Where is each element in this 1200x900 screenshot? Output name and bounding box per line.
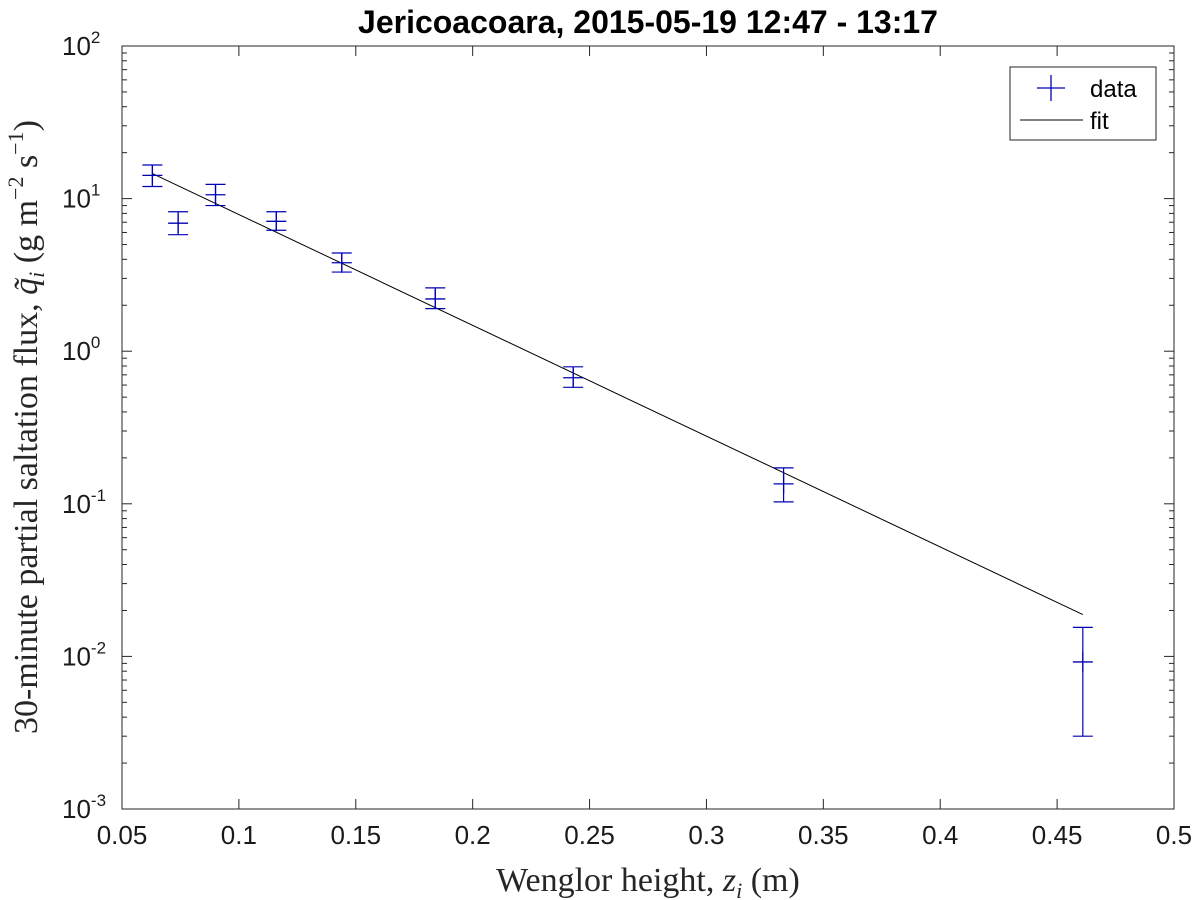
y-axis-label-unit-exp1: −2 — [3, 177, 28, 200]
y-tick-exponent: 2 — [91, 28, 100, 47]
data-point — [773, 467, 794, 503]
x-axis-label-unit: (m) — [742, 862, 800, 899]
y-tick-exponent: 0 — [91, 333, 100, 352]
y-tick-base: 10 — [62, 641, 91, 671]
y-tick-label: 101 — [62, 181, 100, 214]
y-axis-label: 30-minute partial saltation flux, q̃i (g… — [3, 120, 49, 734]
x-axis-label: Wenglor height, zi (m) — [496, 862, 800, 900]
x-axis: 0.05 0.1 0.15 0.2 0.25 0.3 0.35 0.4 0.45 0.5 — [97, 46, 1192, 850]
x-tick-label: 0.05 — [97, 820, 148, 850]
x-axis-label-symbol: z — [722, 862, 736, 899]
y-tick-exponent: 1 — [91, 181, 100, 200]
legend-box — [1009, 66, 1157, 141]
data-point — [205, 183, 226, 207]
data-point — [168, 211, 189, 236]
y-tick-exponent: -1 — [91, 486, 106, 505]
y-axis-label-symbol: q̃ — [8, 277, 45, 294]
x-tick-label: 0.15 — [330, 820, 381, 850]
data-point — [563, 366, 584, 388]
fit-series — [152, 173, 1084, 616]
x-tick-label: 0.25 — [564, 820, 615, 850]
data-point — [1072, 626, 1093, 737]
x-tick-label: 0.3 — [688, 820, 724, 850]
data-point — [331, 252, 352, 273]
y-tick-label: 10-1 — [62, 486, 106, 519]
y-tick-base: 10 — [62, 336, 91, 366]
y-tick-base: 10 — [62, 184, 91, 214]
y-tick-base: 10 — [62, 489, 91, 519]
legend: data fit — [1009, 66, 1157, 141]
x-tick-label: 0.1 — [221, 820, 257, 850]
y-tick-label: 10-2 — [62, 638, 106, 671]
y-tick-label: 10-3 — [62, 791, 106, 824]
x-tick-label: 0.2 — [455, 820, 491, 850]
y-axis-label-unit-open: (g m — [8, 200, 45, 272]
data-point — [425, 287, 446, 310]
x-tick-label: 0.45 — [1032, 820, 1083, 850]
x-tick-label: 0.35 — [798, 820, 849, 850]
y-tick-base: 10 — [62, 794, 91, 824]
data-series — [142, 164, 1093, 737]
fit-line — [152, 173, 1084, 616]
y-axis-label-subscript: i — [24, 272, 49, 278]
y-tick-exponent: -2 — [91, 638, 106, 657]
chart-title: Jericoacoara, 2015-05-19 12:47 - 13:17 — [358, 4, 938, 40]
y-tick-base: 10 — [62, 31, 91, 61]
x-tick-label: 0.5 — [1156, 820, 1192, 850]
x-tick-label: 0.4 — [922, 820, 958, 850]
y-axis-label-unit-mid: s — [8, 155, 45, 177]
legend-data-label: data — [1090, 76, 1137, 103]
y-tick-label: 100 — [62, 333, 100, 366]
x-axis-label-text: Wenglor height, — [496, 862, 723, 899]
y-axis-label-unit-close: ) — [8, 120, 45, 131]
y-axis-label-text: 30-minute partial saltation flux, — [8, 295, 45, 734]
data-point — [266, 211, 287, 232]
data-point — [142, 164, 163, 188]
y-tick-exponent: -3 — [91, 791, 106, 810]
y-tick-label: 102 — [62, 28, 100, 61]
legend-fit-label: fit — [1090, 108, 1109, 135]
y-axis-label-unit-exp2: −1 — [3, 131, 28, 154]
plot-frame — [121, 45, 1175, 810]
x-axis-label-subscript: i — [736, 878, 742, 900]
